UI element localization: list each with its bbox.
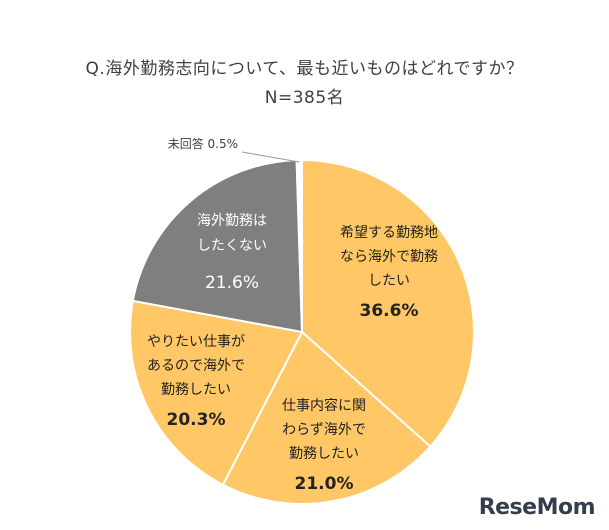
chart-title: Q.海外勤務志向について、最も近いものはどれですか？	[85, 59, 524, 79]
pie-slice-5	[295, 158, 303, 333]
slice-label-line: 希望する勤務地	[340, 225, 438, 241]
slice-label-line: なら海外で勤務	[340, 249, 438, 265]
pie-labels: 希望する勤務地なら海外で勤務したい36.6%仕事内容に関わらず海外で勤務したい2…	[147, 136, 438, 494]
pie-slice-2	[221, 330, 432, 505]
slice-label-line: 仕事内容に関	[282, 397, 366, 414]
slice-value-label: 21.0%	[295, 474, 354, 494]
slice-value-label: 21.6%	[205, 273, 259, 293]
chart-subtitle: N=385名	[264, 88, 345, 108]
slice-label-line: 勤務したい	[289, 446, 359, 462]
slice-value-label: 36.6%	[360, 301, 419, 321]
slice-label-line: やりたい仕事が	[147, 334, 245, 350]
slice-label-line: わらず海外で	[282, 422, 366, 438]
slice-label-line: 海外勤務は	[197, 213, 267, 229]
pie-slice-3	[129, 299, 304, 487]
slice-label-line: したい	[368, 273, 410, 289]
slice-label-line: あるので海外で	[147, 358, 245, 374]
slice-value-label: 20.3%	[167, 410, 226, 430]
resemom-logo: ReseMom	[478, 495, 596, 520]
slice-label-line: したくない	[197, 238, 267, 254]
slice-label-line: 勤務したい	[161, 382, 231, 398]
slice-label-unanswered: 未回答 0.5%	[168, 136, 238, 151]
pie-slices	[129, 158, 475, 505]
pie-slice-1	[301, 158, 475, 448]
pie-slice-4	[131, 159, 304, 334]
leader-line	[241, 151, 300, 163]
